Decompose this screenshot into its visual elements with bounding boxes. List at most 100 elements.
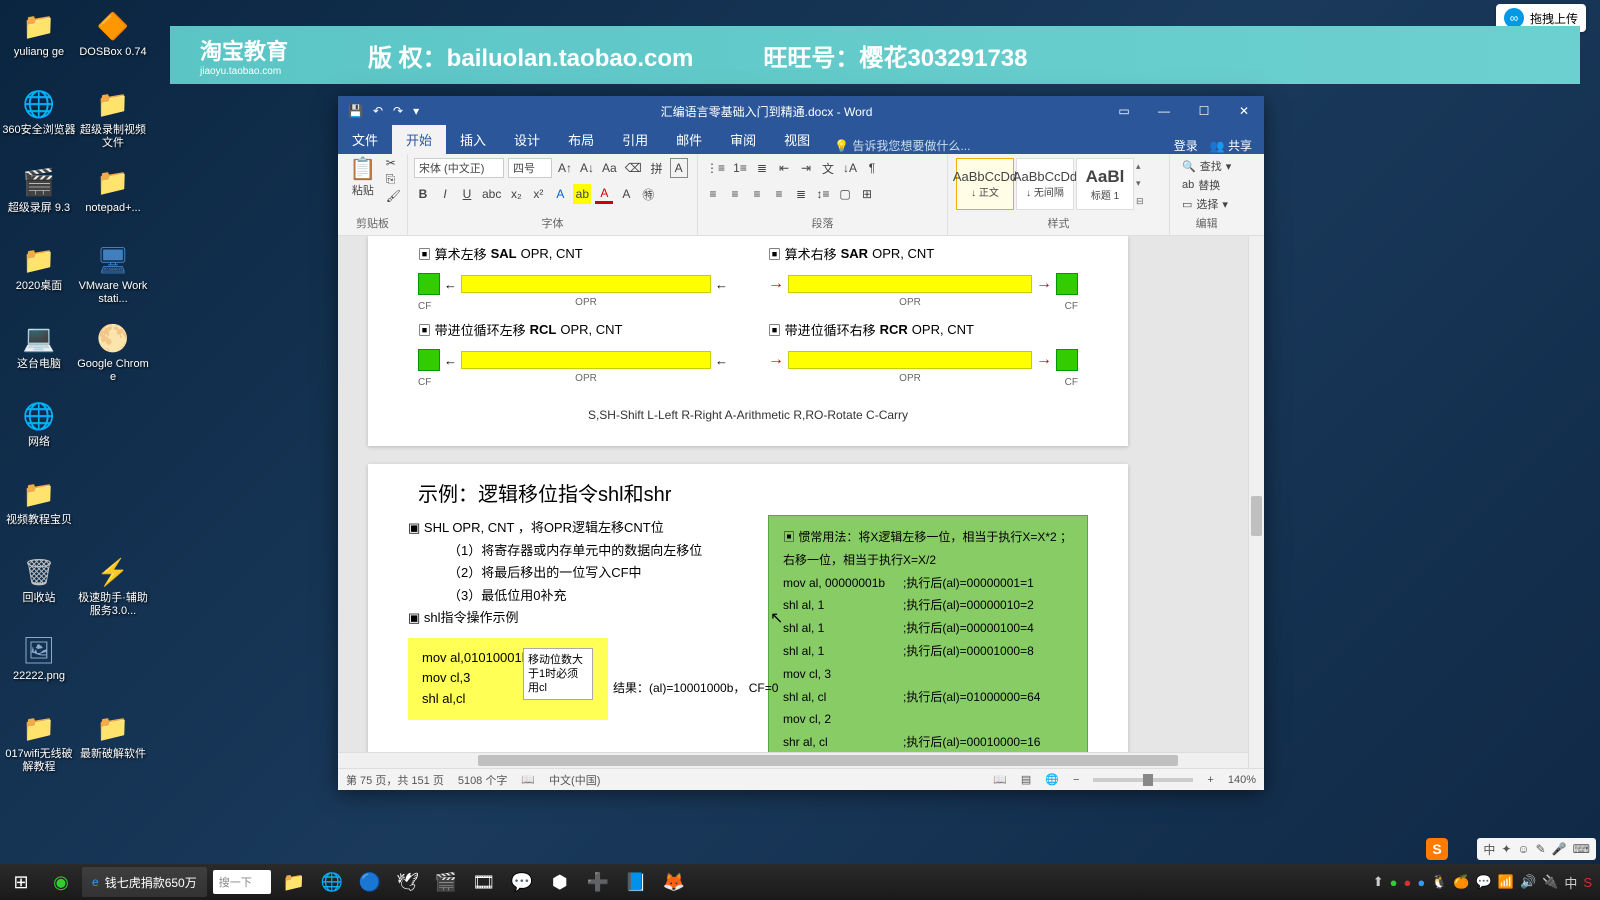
select-button[interactable]: ▭ 选择 ▾ bbox=[1182, 196, 1231, 212]
desktop-icon[interactable]: 📁notepad+... bbox=[76, 164, 150, 238]
share-button[interactable]: 👥 共享 bbox=[1210, 137, 1252, 154]
style-item[interactable]: AaBl标题 1 bbox=[1076, 158, 1134, 210]
taskbar-app[interactable]: 🎞 bbox=[465, 866, 503, 898]
copy-icon[interactable]: ⎘ bbox=[386, 172, 401, 187]
justify-icon[interactable]: ≡ bbox=[770, 184, 788, 204]
desktop-icon[interactable]: ⚡极速助手·辅助服务3.0... bbox=[76, 554, 150, 628]
sogou-ime-icon[interactable]: S bbox=[1426, 838, 1448, 860]
desktop-icon[interactable] bbox=[76, 476, 150, 550]
desktop-icon[interactable] bbox=[76, 632, 150, 706]
web-layout-icon[interactable]: 🌐 bbox=[1045, 773, 1059, 786]
desktop-icon[interactable]: 🌐360安全浏览器 bbox=[2, 86, 76, 160]
ribbon-tab[interactable]: 开始 bbox=[392, 125, 446, 154]
redo-icon[interactable]: ↷ bbox=[393, 104, 403, 118]
login-link[interactable]: 登录 bbox=[1174, 137, 1198, 154]
start-button[interactable]: ⊞ bbox=[0, 864, 42, 900]
taskbar-app[interactable]: ➕ bbox=[579, 866, 617, 898]
zoom-in-icon[interactable]: + bbox=[1207, 774, 1213, 786]
ribbon-tab[interactable]: 审阅 bbox=[716, 125, 770, 154]
subscript-icon[interactable]: x₂ bbox=[507, 184, 525, 204]
minimize-icon[interactable]: — bbox=[1144, 96, 1184, 126]
desktop-icon[interactable]: 🖥VMware Workstati... bbox=[76, 242, 150, 316]
close-icon[interactable]: ✕ bbox=[1224, 96, 1264, 126]
taskbar-app[interactable]: 🔵 bbox=[351, 866, 389, 898]
format-painter-icon[interactable]: 🖌 bbox=[386, 189, 401, 203]
system-tray[interactable]: ⬆●●● 🐧🍊💬📶🔊🔌中S bbox=[1365, 873, 1600, 892]
grow-font-icon[interactable]: A↑ bbox=[556, 158, 574, 178]
desktop-icon[interactable]: 📁2020桌面 bbox=[2, 242, 76, 316]
zoom-slider[interactable] bbox=[1093, 778, 1193, 782]
distribute-icon[interactable]: ≣ bbox=[792, 184, 810, 204]
desktop-icon[interactable]: 🔶DOSBox 0.74 bbox=[76, 8, 150, 82]
font-size-select[interactable]: 四号 bbox=[508, 158, 552, 178]
inc-indent-icon[interactable]: ⇥ bbox=[797, 158, 815, 178]
ime-toolbar[interactable]: 中✦☺✎🎤⌨ bbox=[1477, 838, 1596, 860]
paste-button[interactable]: 📋粘贴 bbox=[344, 156, 382, 198]
print-layout-icon[interactable]: ▤ bbox=[1021, 773, 1031, 786]
phonetic-icon[interactable]: 拼 bbox=[648, 158, 666, 178]
superscript-icon[interactable]: x² bbox=[529, 184, 547, 204]
desktop-icon[interactable]: 🗑回收站 bbox=[2, 554, 76, 628]
shading-icon[interactable]: ▢ bbox=[836, 184, 854, 204]
taskbar-app[interactable]: 📁 bbox=[275, 866, 313, 898]
style-item[interactable]: AaBbCcDd↓ 正文 bbox=[956, 158, 1014, 210]
desktop-icon[interactable]: 🌐网络 bbox=[2, 398, 76, 472]
clear-format-icon[interactable]: ⌫ bbox=[623, 158, 644, 178]
replace-button[interactable]: ab 替换 bbox=[1182, 177, 1231, 193]
undo-icon[interactable]: ↶ bbox=[373, 104, 383, 118]
horizontal-scrollbar[interactable] bbox=[338, 752, 1248, 768]
align-left-icon[interactable]: ≡ bbox=[704, 184, 722, 204]
enclose-icon[interactable]: A bbox=[670, 158, 688, 178]
cut-icon[interactable]: ✂ bbox=[386, 156, 401, 170]
desktop-icon[interactable]: 📁017wifi无线破解教程 bbox=[2, 710, 76, 784]
font-color-icon[interactable]: A bbox=[595, 184, 613, 204]
ribbon-tab[interactable]: 布局 bbox=[554, 125, 608, 154]
desktop-icon[interactable]: 📁超级录制视频文件 bbox=[76, 86, 150, 160]
ribbon-tab[interactable]: 文件 bbox=[338, 125, 392, 154]
change-case-icon[interactable]: Aa bbox=[600, 158, 619, 178]
maximize-icon[interactable]: ☐ bbox=[1184, 96, 1224, 126]
spellcheck-icon[interactable]: 📖 bbox=[521, 773, 535, 786]
taskbar-tray-app[interactable]: ◉ bbox=[42, 866, 80, 898]
dec-indent-icon[interactable]: ⇤ bbox=[775, 158, 793, 178]
shrink-font-icon[interactable]: A↓ bbox=[578, 158, 596, 178]
ribbon-tab[interactable]: 邮件 bbox=[662, 125, 716, 154]
font-name-select[interactable]: 宋体 (中文正) bbox=[414, 158, 504, 178]
text-effects-icon[interactable]: A bbox=[551, 184, 569, 204]
line-spacing-icon[interactable]: ↕≡ bbox=[814, 184, 832, 204]
desktop-icon[interactable]: 🌕Google Chrome bbox=[76, 320, 150, 394]
find-button[interactable]: 🔍 查找 ▾ bbox=[1182, 158, 1231, 174]
save-icon[interactable]: 💾 bbox=[348, 104, 363, 118]
bullets-icon[interactable]: ⋮≡ bbox=[704, 158, 727, 178]
numbering-icon[interactable]: 1≡ bbox=[731, 158, 749, 178]
desktop-icon[interactable]: 📁最新破解软件 bbox=[76, 710, 150, 784]
zoom-out-icon[interactable]: − bbox=[1073, 774, 1079, 786]
italic-icon[interactable]: I bbox=[436, 184, 454, 204]
desktop-icon[interactable]: 📁视频教程宝贝 bbox=[2, 476, 76, 550]
qa-more-icon[interactable]: ▾ bbox=[413, 104, 419, 118]
language-indicator[interactable]: 中文(中国) bbox=[549, 772, 600, 788]
show-marks-icon[interactable]: ¶ bbox=[863, 158, 881, 178]
desktop-icon[interactable]: 📁yuliang ge bbox=[2, 8, 76, 82]
zoom-level[interactable]: 140% bbox=[1228, 774, 1256, 786]
page-indicator[interactable]: 第 75 页，共 151 页 bbox=[346, 772, 444, 788]
taskbar-app[interactable]: 📘 bbox=[617, 866, 655, 898]
highlight-icon[interactable]: ab bbox=[573, 184, 591, 204]
borders-icon[interactable]: ⊞ bbox=[858, 184, 876, 204]
ribbon-tab[interactable]: 视图 bbox=[770, 125, 824, 154]
ribbon-tab[interactable]: 设计 bbox=[500, 125, 554, 154]
style-item[interactable]: AaBbCcDd↓ 无间隔 bbox=[1016, 158, 1074, 210]
underline-icon[interactable]: U bbox=[458, 184, 476, 204]
desktop-icon[interactable]: 💻这台电脑 bbox=[2, 320, 76, 394]
word-count[interactable]: 5108 个字 bbox=[458, 772, 508, 788]
char-shading-icon[interactable]: A bbox=[617, 184, 635, 204]
desktop-icon[interactable]: 🎬超级录屏 9.3 bbox=[2, 164, 76, 238]
align-right-icon[interactable]: ≡ bbox=[748, 184, 766, 204]
text-dir-icon[interactable]: 文 bbox=[819, 158, 837, 178]
ribbon-tab[interactable]: 插入 bbox=[446, 125, 500, 154]
taskbar-search[interactable]: 搜一下 bbox=[213, 870, 271, 894]
ribbon-opts-icon[interactable]: ▭ bbox=[1104, 96, 1144, 126]
taskbar-app[interactable]: 🦊 bbox=[655, 866, 693, 898]
taskbar-app[interactable]: 💬 bbox=[503, 866, 541, 898]
align-center-icon[interactable]: ≡ bbox=[726, 184, 744, 204]
